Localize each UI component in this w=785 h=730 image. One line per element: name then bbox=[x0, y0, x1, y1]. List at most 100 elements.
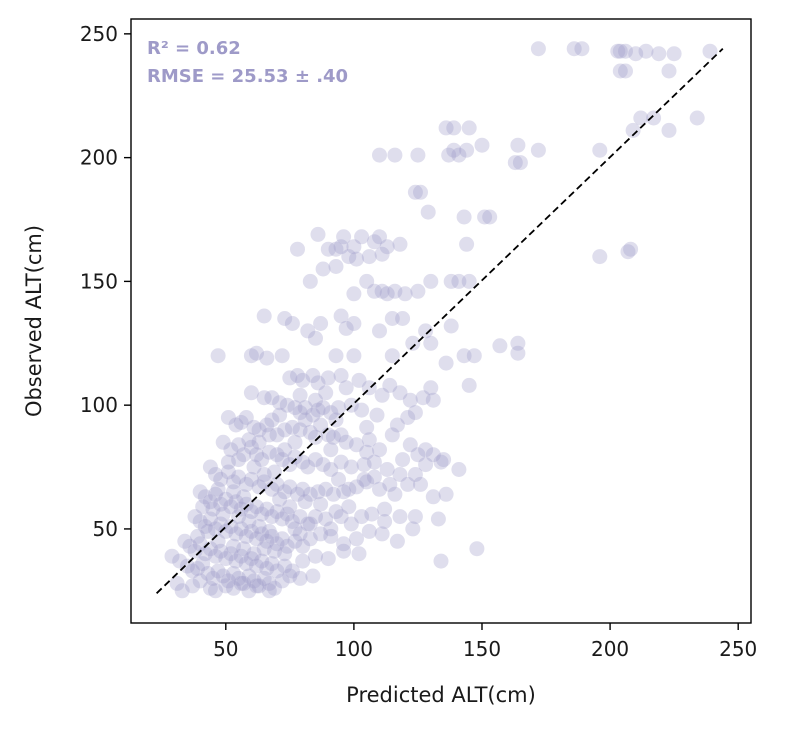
scatter-point bbox=[354, 229, 370, 245]
scatter-point bbox=[341, 499, 357, 515]
scatter-point bbox=[274, 511, 290, 527]
scatter-point bbox=[359, 273, 375, 289]
scatter-point bbox=[218, 491, 234, 507]
scatter-point bbox=[346, 348, 362, 364]
scatter-point bbox=[269, 447, 285, 463]
scatter-point bbox=[220, 454, 236, 470]
scatter-point bbox=[205, 501, 221, 517]
scatter-point bbox=[512, 155, 528, 171]
scatter-point bbox=[456, 348, 472, 364]
scatter-point bbox=[210, 481, 226, 497]
scatter-point bbox=[238, 410, 254, 425]
scatter-point bbox=[192, 573, 208, 589]
scatter-point bbox=[405, 335, 421, 351]
scatter-point bbox=[210, 533, 226, 549]
scatter-point bbox=[297, 400, 313, 416]
scatter-point bbox=[384, 348, 400, 364]
scatter-point bbox=[620, 244, 636, 260]
scatter-point bbox=[272, 395, 288, 411]
scatter-point bbox=[364, 506, 380, 522]
scatter-point bbox=[269, 563, 285, 579]
scatter-point bbox=[328, 348, 344, 364]
scatter-point bbox=[410, 283, 426, 299]
scatter-point bbox=[359, 444, 375, 460]
scatter-point bbox=[256, 541, 272, 557]
scatter-point bbox=[618, 63, 633, 79]
scatter-point bbox=[259, 501, 275, 517]
scatter-point bbox=[261, 583, 277, 599]
scatter-point bbox=[372, 229, 387, 245]
scatter-point bbox=[372, 442, 387, 458]
scatter-point bbox=[474, 137, 490, 153]
scatter-point bbox=[243, 551, 259, 567]
scatter-point bbox=[277, 558, 293, 574]
scatter-point bbox=[267, 580, 282, 596]
scatter-point bbox=[274, 348, 290, 364]
scatter-point bbox=[295, 538, 311, 554]
scatter-point bbox=[243, 348, 259, 364]
scatter-point bbox=[300, 516, 316, 532]
scatter-point bbox=[612, 43, 628, 59]
scatter-point bbox=[231, 452, 247, 468]
scatter-point bbox=[333, 308, 349, 324]
scatter-point bbox=[254, 506, 270, 522]
scatter-point bbox=[218, 551, 234, 567]
scatter-point bbox=[418, 442, 434, 458]
scatter-point bbox=[361, 523, 377, 539]
scatter-point bbox=[297, 494, 313, 510]
scatter-point bbox=[510, 137, 526, 153]
scatter-point bbox=[284, 514, 300, 529]
scatter-point bbox=[202, 580, 218, 596]
scatter-point bbox=[231, 570, 247, 586]
scatter-point bbox=[366, 454, 382, 470]
scatter-point bbox=[451, 462, 467, 477]
scatter-point bbox=[633, 110, 649, 126]
scatter-point bbox=[226, 484, 241, 500]
scatter-point bbox=[459, 142, 475, 158]
scatter-point bbox=[195, 499, 211, 515]
scatter-point bbox=[374, 246, 390, 262]
scatter-point bbox=[305, 368, 321, 383]
scatter-point bbox=[666, 46, 682, 62]
scatter-point bbox=[354, 509, 370, 525]
scatter-point bbox=[351, 546, 367, 562]
scatter-point bbox=[226, 474, 241, 490]
scatter-point bbox=[251, 434, 267, 450]
scatter-point bbox=[295, 481, 311, 497]
scatter-point bbox=[231, 469, 247, 485]
scatter-point bbox=[384, 311, 400, 326]
scatter-point bbox=[382, 476, 398, 492]
scatter-point bbox=[290, 486, 305, 502]
scatter-point bbox=[492, 338, 508, 354]
scatter-point bbox=[297, 412, 313, 428]
scatter-point bbox=[379, 462, 395, 477]
scatter-point bbox=[269, 536, 285, 552]
scatter-point bbox=[177, 533, 193, 549]
scatter-point bbox=[302, 531, 318, 547]
scatter-point bbox=[208, 583, 223, 599]
scatter-point bbox=[420, 204, 436, 220]
scatter-point bbox=[346, 286, 362, 302]
scatter-point bbox=[197, 546, 213, 562]
scatter-point bbox=[202, 511, 218, 527]
scatter-point bbox=[256, 570, 272, 586]
scatter-point bbox=[369, 407, 385, 423]
scatter-point bbox=[284, 316, 300, 331]
scatter-point bbox=[323, 405, 339, 421]
scatter-point bbox=[290, 241, 305, 257]
scatter-point bbox=[374, 526, 390, 542]
scatter-point bbox=[315, 457, 331, 473]
scatter-point bbox=[415, 390, 431, 406]
scatter-point bbox=[238, 528, 254, 544]
scatter-point bbox=[233, 415, 249, 430]
scatter-point bbox=[223, 442, 239, 458]
scatter-point bbox=[407, 509, 423, 525]
scatter-point bbox=[374, 387, 390, 403]
scatter-point bbox=[349, 479, 364, 495]
scatter-point bbox=[377, 514, 393, 529]
scatter-point bbox=[651, 46, 667, 62]
scatter-point bbox=[313, 417, 329, 433]
scatter-point bbox=[418, 457, 434, 473]
scatter-point bbox=[356, 471, 372, 487]
scatter-point bbox=[331, 400, 346, 416]
